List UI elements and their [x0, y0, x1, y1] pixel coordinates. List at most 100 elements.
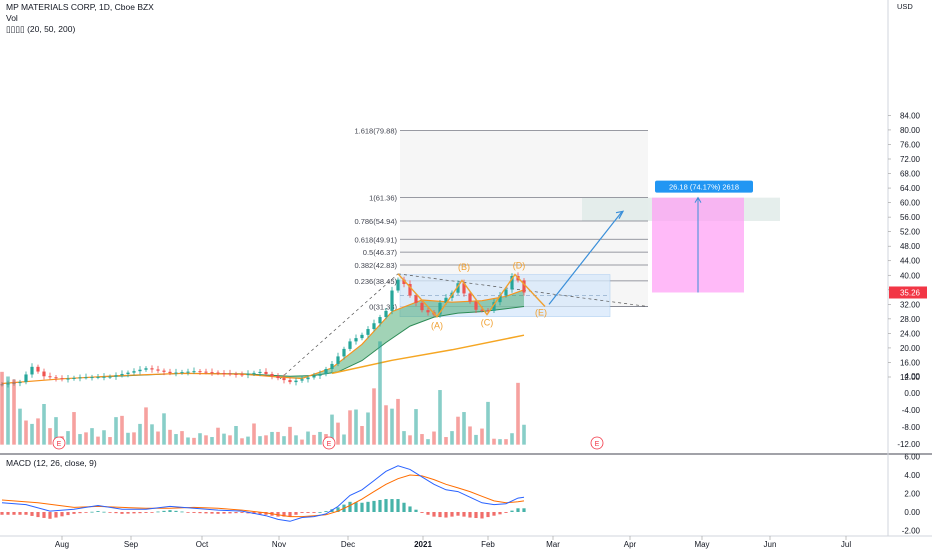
volume-bar: [138, 423, 142, 445]
earnings-marker-label: E: [57, 441, 62, 448]
volume-bar: [54, 417, 58, 445]
volume-bar: [186, 437, 190, 445]
candle-body: [240, 374, 244, 376]
candle-body: [468, 293, 472, 302]
volume-bar: [114, 417, 118, 445]
candle-body: [222, 373, 226, 375]
price-tick-label: 28.00: [900, 315, 921, 324]
ma50-line: [97, 306, 525, 378]
macd-histogram-bar: [492, 512, 496, 516]
volume-bar: [150, 424, 154, 445]
volume-tick-label: -4.00: [902, 406, 921, 415]
macd-histogram-bar: [60, 512, 64, 517]
volume-bar: [498, 439, 502, 445]
volume-bar: [84, 432, 88, 445]
macd-histogram-bar: [90, 511, 94, 513]
macd-histogram-bar: [444, 512, 448, 518]
price-tick-label: 76.00: [900, 140, 921, 149]
macd-histogram-bar: [6, 512, 10, 515]
macd-histogram-bar: [426, 512, 430, 515]
candle-body: [96, 376, 100, 378]
volume-bar: [426, 439, 430, 445]
time-tick-label: Nov: [272, 540, 286, 549]
volume-bar: [108, 437, 112, 445]
candle-body: [408, 283, 412, 296]
macd-histogram-bar: [474, 512, 478, 519]
candle-body: [372, 323, 376, 330]
volume-bar: [252, 423, 256, 445]
volume-bar: [264, 435, 268, 445]
macd-histogram-bar: [168, 510, 172, 512]
wave-label: (D): [513, 261, 526, 271]
macd-histogram-bar: [72, 512, 76, 514]
volume-bar: [144, 407, 148, 445]
earnings-marker: [590, 436, 604, 450]
volume-bar: [360, 426, 364, 445]
macd-histogram-bar: [156, 511, 160, 513]
fib-label: 0.618(49.91): [354, 235, 397, 244]
macd-histogram-bar: [414, 509, 418, 512]
volume-bar: [348, 410, 352, 445]
macd-histogram-bar: [12, 512, 16, 515]
price-tick-label: 68.00: [900, 170, 921, 179]
macd-histogram-bar: [486, 512, 490, 518]
currency-label: USD: [897, 2, 913, 11]
fib-label: 0.5(46.37): [363, 248, 398, 257]
candle-body: [204, 371, 208, 373]
volume-tick-label: -8.00: [902, 423, 921, 432]
last-price-tag: [889, 286, 927, 299]
volume-bar: [66, 431, 70, 445]
candle-body: [186, 371, 190, 373]
price-tick-label: 32.00: [900, 300, 921, 309]
volume-bar: [180, 431, 184, 445]
wave-label: (A): [431, 320, 443, 330]
macd-histogram-bar: [522, 508, 526, 512]
volume-bar: [30, 423, 34, 445]
target-arrowhead: [694, 196, 702, 203]
candle-body: [18, 382, 22, 384]
volume-bar: [240, 438, 244, 445]
macd-histogram-bar: [102, 511, 106, 513]
volume-bar: [246, 436, 250, 445]
macd-histogram-bar: [510, 510, 514, 512]
candle-body: [258, 371, 262, 373]
macd-histogram-bar: [462, 512, 466, 517]
macd-histogram-bar: [132, 512, 136, 514]
macd-histogram-bar: [258, 512, 262, 515]
ma200-line: [331, 334, 525, 375]
volume-bar: [42, 404, 46, 445]
volume-bar: [120, 415, 124, 445]
candle-body: [420, 302, 424, 311]
macd-histogram-bar: [354, 502, 358, 512]
volume-bar: [492, 438, 496, 445]
macd-histogram-bar: [228, 512, 232, 514]
symbol-title: MP MATERIALS CORP, 1D, Cboe BZX: [6, 2, 154, 12]
volume-bar: [384, 405, 388, 445]
wave-label: (E): [535, 308, 547, 318]
price-tick-label: 20.00: [900, 344, 921, 353]
volume-bar: [522, 424, 526, 445]
macd-histogram-bar: [504, 512, 508, 513]
macd-histogram-bar: [516, 508, 520, 512]
price-tick-label: 56.00: [900, 213, 921, 222]
time-tick-label: Dec: [341, 540, 355, 549]
candle-body: [288, 380, 292, 383]
volume-bar: [462, 412, 466, 445]
candle-body: [480, 309, 484, 311]
ma-legend: ▯▯▯▯ (20, 50, 200): [6, 24, 76, 34]
macd-histogram-bar: [84, 512, 88, 513]
trend-dashed: [279, 273, 399, 380]
macd-histogram-bar: [360, 502, 364, 512]
candle-body: [78, 377, 82, 379]
candle-body: [318, 374, 322, 376]
volume-legend: Vol: [6, 13, 18, 23]
volume-bar: [270, 431, 274, 445]
wave-label: (C): [481, 317, 494, 327]
price-tick-label: 80.00: [900, 126, 921, 135]
volume-bar: [306, 431, 310, 445]
candle-body: [156, 369, 160, 371]
volume-bar: [18, 408, 22, 445]
fib-label: 0.786(54.94): [354, 217, 397, 226]
